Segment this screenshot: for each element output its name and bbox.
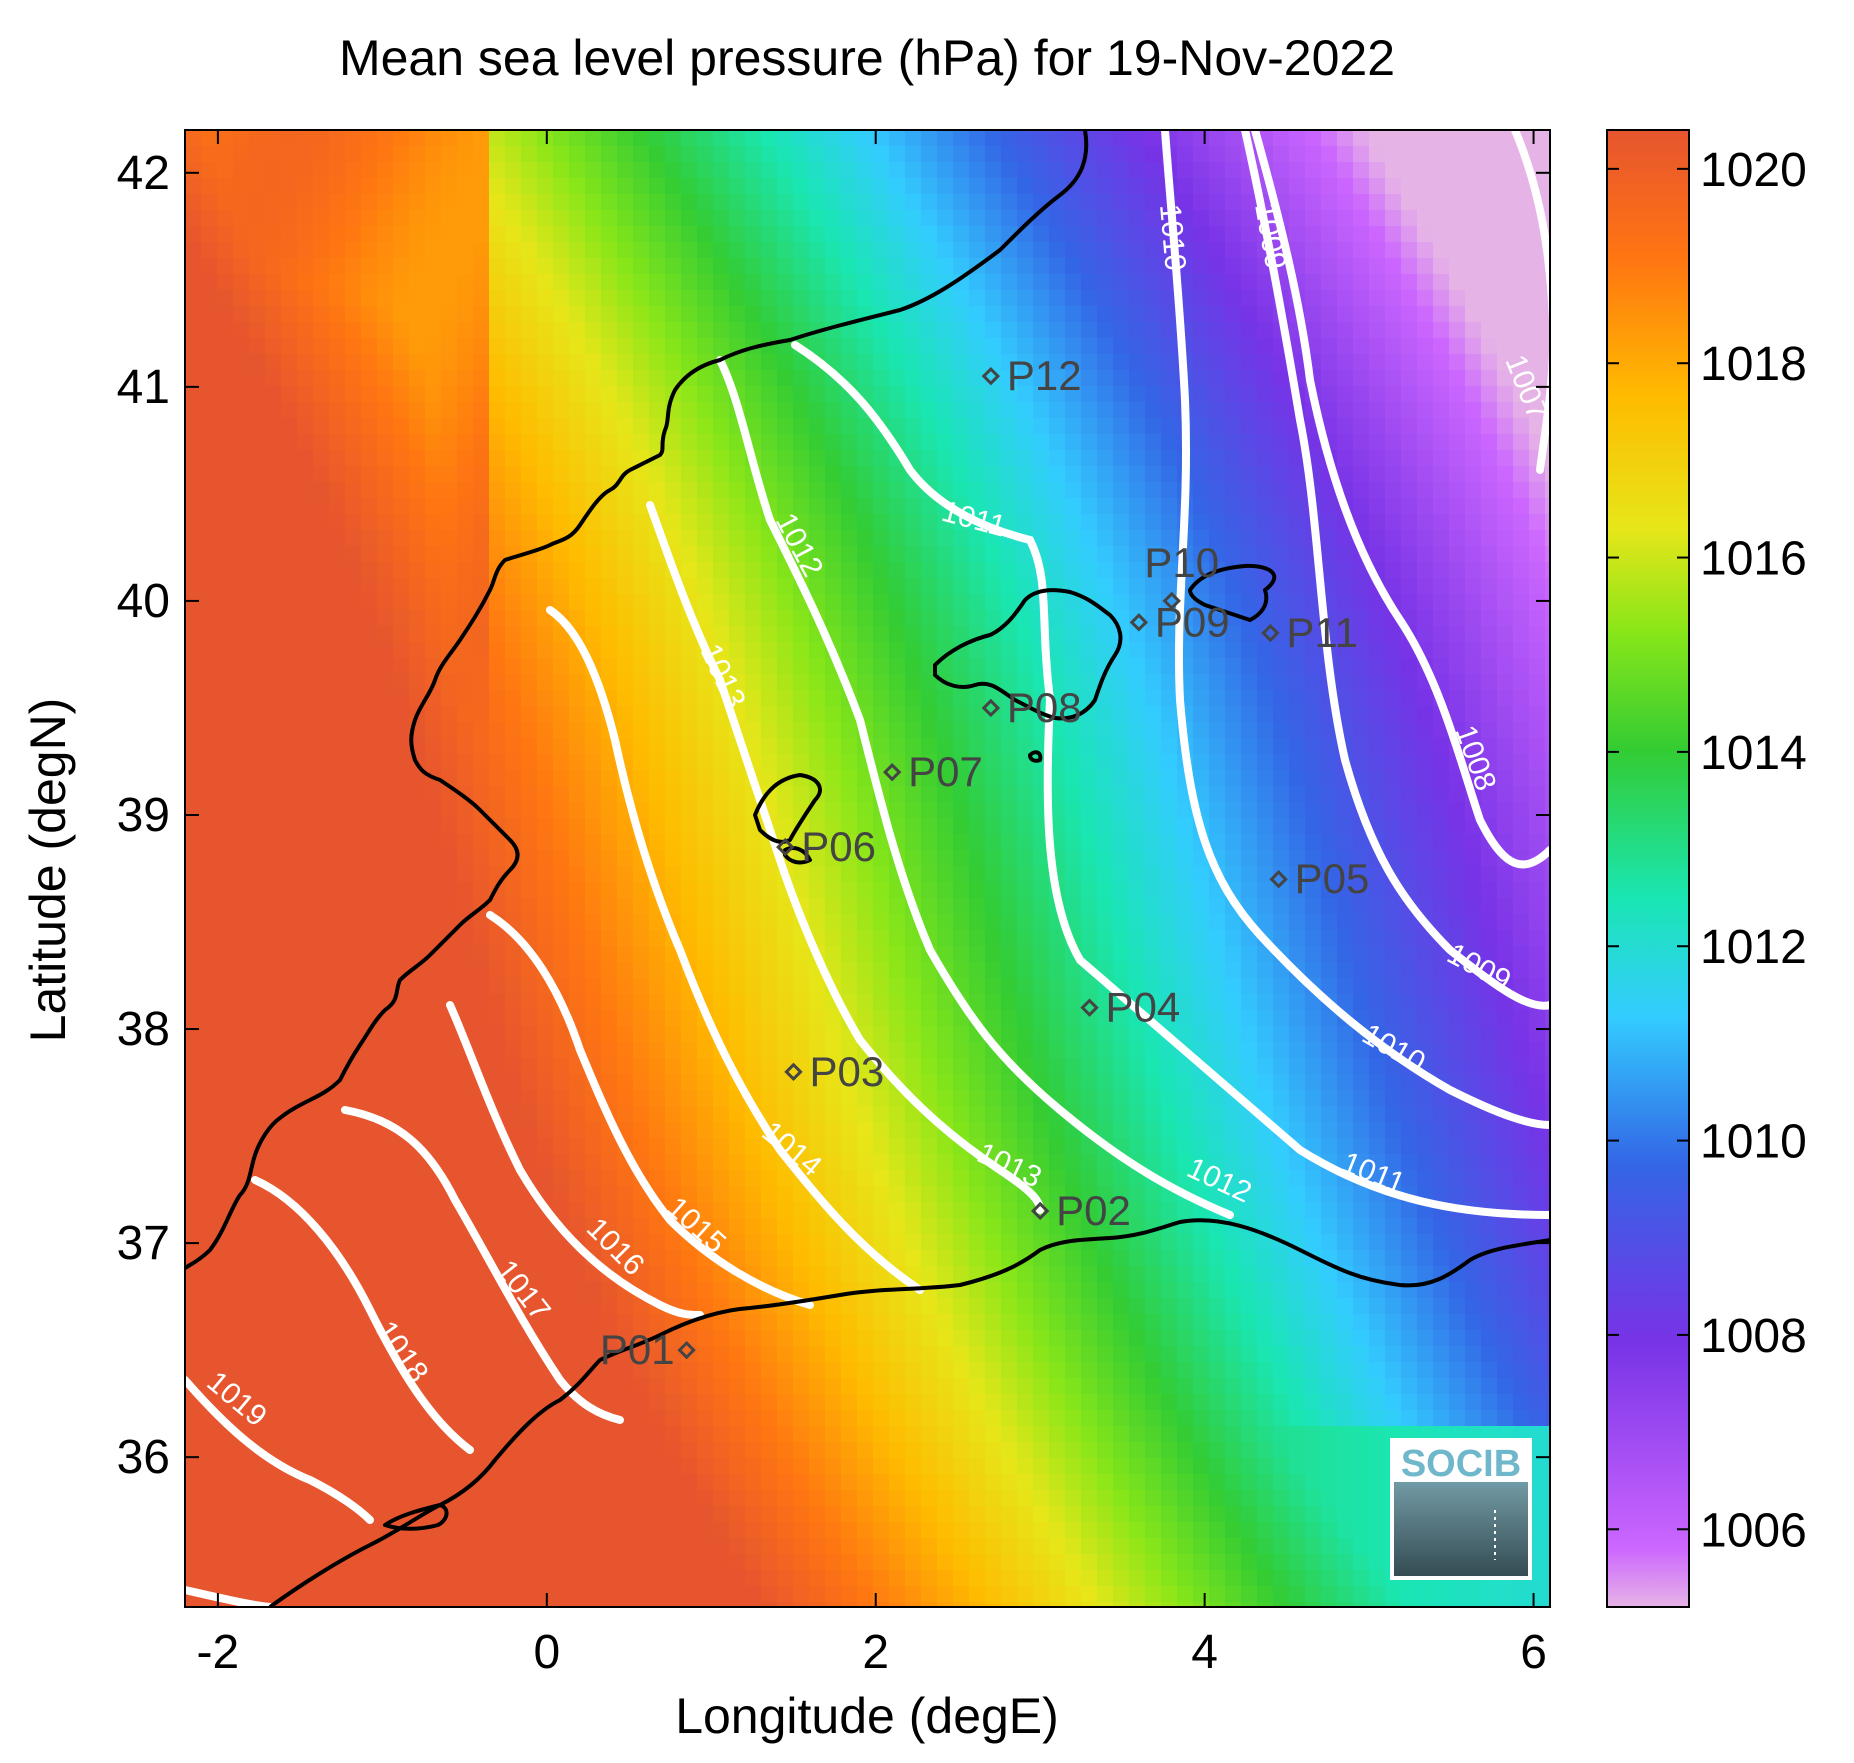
y-axis-label: Latitude (degN) <box>20 698 76 1043</box>
colorbar-tick-label: 1014 <box>1700 727 1807 780</box>
station-label: P11 <box>1286 609 1358 656</box>
colorbar-tick-label: 1008 <box>1700 1310 1807 1363</box>
station-label: P03 <box>809 1048 884 1095</box>
y-tick-label: 38 <box>117 1003 170 1056</box>
station-label: P12 <box>1007 352 1082 399</box>
y-tick-label: 39 <box>117 789 170 842</box>
colorbar-tick-label: 1012 <box>1700 921 1807 974</box>
colorbar: 1006 1008 1010 1012 1014 1016 1018 1020 <box>1607 130 1807 1607</box>
socib-logo: SOCIB <box>1392 1440 1530 1578</box>
y-tick-label: 41 <box>117 361 170 414</box>
x-tick-label: 0 <box>533 1626 560 1679</box>
station-label: P10 <box>1144 539 1219 586</box>
station-label: P06 <box>801 823 876 870</box>
y-tick-label: 40 <box>117 575 170 628</box>
colorbar-gradient <box>1607 130 1689 1607</box>
colorbar-tick-label: 1020 <box>1700 144 1807 197</box>
station-label: P01 <box>600 1326 675 1373</box>
x-tick-label: 2 <box>862 1626 889 1679</box>
station-label: P05 <box>1295 855 1370 902</box>
chart-title: Mean sea level pressure (hPa) for 19-Nov… <box>339 30 1395 86</box>
logo-text: SOCIB <box>1401 1443 1521 1485</box>
station-label: P02 <box>1056 1187 1131 1234</box>
y-tick-label: 37 <box>117 1217 170 1270</box>
x-tick-label: 6 <box>1520 1626 1547 1679</box>
station-label: P08 <box>1007 684 1082 731</box>
x-tick-label: 4 <box>1191 1626 1218 1679</box>
x-tick-label: -2 <box>197 1626 240 1679</box>
x-axis-label: Longitude (degE) <box>675 1688 1059 1744</box>
y-tick-label: 36 <box>117 1431 170 1484</box>
colorbar-tick-label: 1010 <box>1700 1116 1807 1169</box>
station-label: P09 <box>1155 598 1230 645</box>
contour-label: 1010 <box>1153 203 1192 272</box>
colorbar-tick-label: 1006 <box>1700 1504 1807 1557</box>
y-tick-label: 42 <box>117 147 170 200</box>
colorbar-tick-label: 1018 <box>1700 338 1807 391</box>
station-label: P04 <box>1106 984 1181 1031</box>
station-label: P07 <box>908 748 983 795</box>
colorbar-tick-label: 1016 <box>1700 533 1807 586</box>
